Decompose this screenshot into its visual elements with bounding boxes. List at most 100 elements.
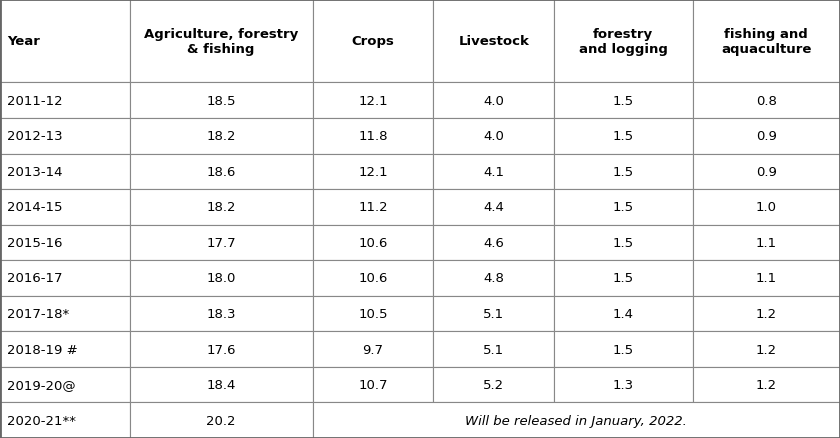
Bar xyxy=(0,190,129,225)
Text: Livestock: Livestock xyxy=(459,35,529,48)
Text: 2012-13: 2012-13 xyxy=(7,130,62,143)
Bar xyxy=(692,296,840,332)
Bar xyxy=(433,83,554,119)
Bar xyxy=(0,261,129,296)
Text: 1.2: 1.2 xyxy=(756,378,777,391)
Bar xyxy=(129,119,312,154)
Bar xyxy=(692,332,840,367)
Bar xyxy=(0,83,129,119)
Bar xyxy=(433,154,554,190)
Bar xyxy=(554,225,692,261)
Text: Crops: Crops xyxy=(352,35,395,48)
Bar xyxy=(433,261,554,296)
Bar xyxy=(129,403,312,438)
Bar xyxy=(433,296,554,332)
Bar xyxy=(692,0,840,83)
Bar xyxy=(554,119,692,154)
Bar xyxy=(0,403,129,438)
Text: 2011-12: 2011-12 xyxy=(7,95,62,107)
Bar xyxy=(554,296,692,332)
Text: 9.7: 9.7 xyxy=(363,343,384,356)
Bar xyxy=(692,261,840,296)
Text: 11.8: 11.8 xyxy=(359,130,388,143)
Bar xyxy=(692,367,840,403)
Bar xyxy=(0,332,129,367)
Bar xyxy=(129,0,312,83)
Bar xyxy=(312,0,433,83)
Bar xyxy=(312,367,433,403)
Bar xyxy=(312,190,433,225)
Text: 18.2: 18.2 xyxy=(207,201,236,214)
Bar xyxy=(129,83,312,119)
Bar xyxy=(433,367,554,403)
Text: 18.6: 18.6 xyxy=(207,166,236,178)
Bar xyxy=(0,0,129,83)
Bar xyxy=(692,190,840,225)
Bar xyxy=(433,332,554,367)
Text: 4.6: 4.6 xyxy=(483,237,504,249)
Bar xyxy=(129,332,312,367)
Bar xyxy=(554,83,692,119)
Bar xyxy=(0,119,129,154)
Bar xyxy=(692,83,840,119)
Text: 0.8: 0.8 xyxy=(756,95,777,107)
Text: 2019-20@: 2019-20@ xyxy=(7,378,76,391)
Bar xyxy=(554,190,692,225)
Text: 17.6: 17.6 xyxy=(207,343,236,356)
Text: 4.1: 4.1 xyxy=(483,166,504,178)
Text: 5.1: 5.1 xyxy=(483,343,504,356)
Bar xyxy=(312,154,433,190)
Text: 2013-14: 2013-14 xyxy=(7,166,62,178)
Text: 1.4: 1.4 xyxy=(613,307,634,320)
Bar xyxy=(129,154,312,190)
Text: 10.6: 10.6 xyxy=(359,272,388,285)
Text: 1.5: 1.5 xyxy=(612,343,634,356)
Bar xyxy=(0,296,129,332)
Text: 1.5: 1.5 xyxy=(612,201,634,214)
Text: 17.7: 17.7 xyxy=(207,237,236,249)
Text: 2020-21**: 2020-21** xyxy=(7,414,76,427)
Bar xyxy=(692,154,840,190)
Text: 2018-19 #: 2018-19 # xyxy=(7,343,77,356)
Text: 1.2: 1.2 xyxy=(756,307,777,320)
Text: 1.5: 1.5 xyxy=(612,272,634,285)
Bar xyxy=(312,403,840,438)
Text: 5.1: 5.1 xyxy=(483,307,504,320)
Bar xyxy=(433,225,554,261)
Text: 1.0: 1.0 xyxy=(756,201,777,214)
Text: 18.5: 18.5 xyxy=(207,95,236,107)
Bar xyxy=(433,190,554,225)
Bar xyxy=(129,190,312,225)
Text: 18.2: 18.2 xyxy=(207,130,236,143)
Bar xyxy=(312,83,433,119)
Bar xyxy=(692,225,840,261)
Text: 1.5: 1.5 xyxy=(612,166,634,178)
Text: 10.7: 10.7 xyxy=(359,378,388,391)
Text: Agriculture, forestry
& fishing: Agriculture, forestry & fishing xyxy=(144,28,298,56)
Bar xyxy=(312,296,433,332)
Text: 20.2: 20.2 xyxy=(207,414,236,427)
Text: 12.1: 12.1 xyxy=(359,95,388,107)
Text: 0.9: 0.9 xyxy=(756,130,777,143)
Text: 2014-15: 2014-15 xyxy=(7,201,62,214)
Text: 4.4: 4.4 xyxy=(483,201,504,214)
Text: 1.1: 1.1 xyxy=(756,272,777,285)
Text: 1.3: 1.3 xyxy=(612,378,634,391)
Bar xyxy=(554,367,692,403)
Text: 2016-17: 2016-17 xyxy=(7,272,62,285)
Bar xyxy=(433,119,554,154)
Bar xyxy=(692,119,840,154)
Bar xyxy=(312,119,433,154)
Text: 1.5: 1.5 xyxy=(612,237,634,249)
Bar xyxy=(129,225,312,261)
Text: 2015-16: 2015-16 xyxy=(7,237,62,249)
Bar xyxy=(0,367,129,403)
Text: Will be released in January, 2022.: Will be released in January, 2022. xyxy=(465,414,687,427)
Text: forestry
and logging: forestry and logging xyxy=(579,28,668,56)
Bar xyxy=(129,296,312,332)
Bar xyxy=(554,0,692,83)
Text: 4.0: 4.0 xyxy=(483,95,504,107)
Text: 10.6: 10.6 xyxy=(359,237,388,249)
Text: Year: Year xyxy=(7,35,39,48)
Bar xyxy=(312,332,433,367)
